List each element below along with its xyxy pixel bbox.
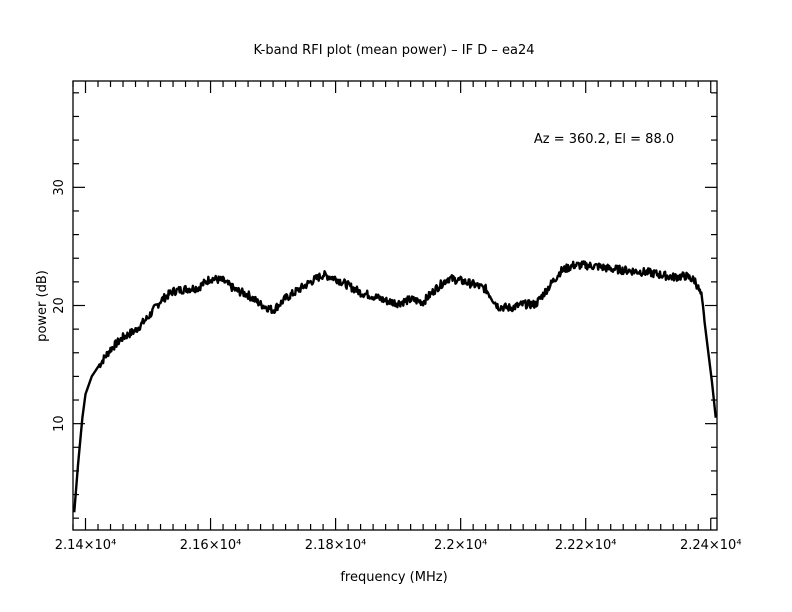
- chart-title: K-band RFI plot (mean power) – IF D – ea…: [253, 43, 534, 58]
- y-tick-labels: 10 20 30: [52, 179, 67, 432]
- power-series-line: [73, 260, 717, 513]
- y-tick-label: 10: [52, 415, 67, 432]
- azimuth-elevation-annotation: Az = 360.2, El = 88.0: [534, 132, 674, 147]
- y-tick-label: 20: [52, 297, 67, 314]
- x-tick-label: 2.24×10⁴: [680, 538, 742, 553]
- x-tick-labels: 2.14×10⁴ 2.16×10⁴ 2.18×10⁴ 2.2×10⁴ 2.22×10⁴ 2…: [55, 538, 742, 553]
- x-tick-label: 2.2×10⁴: [434, 538, 487, 553]
- x-tick-label: 2.18×10⁴: [305, 538, 367, 553]
- y-axis-label: power (dB): [35, 270, 50, 342]
- x-axis-label: frequency (MHz): [340, 570, 447, 585]
- x-tick-label: 2.22×10⁴: [555, 538, 617, 553]
- x-tick-label: 2.16×10⁴: [180, 538, 242, 553]
- y-tick-label: 30: [52, 179, 67, 196]
- x-tick-label: 2.14×10⁴: [55, 538, 117, 553]
